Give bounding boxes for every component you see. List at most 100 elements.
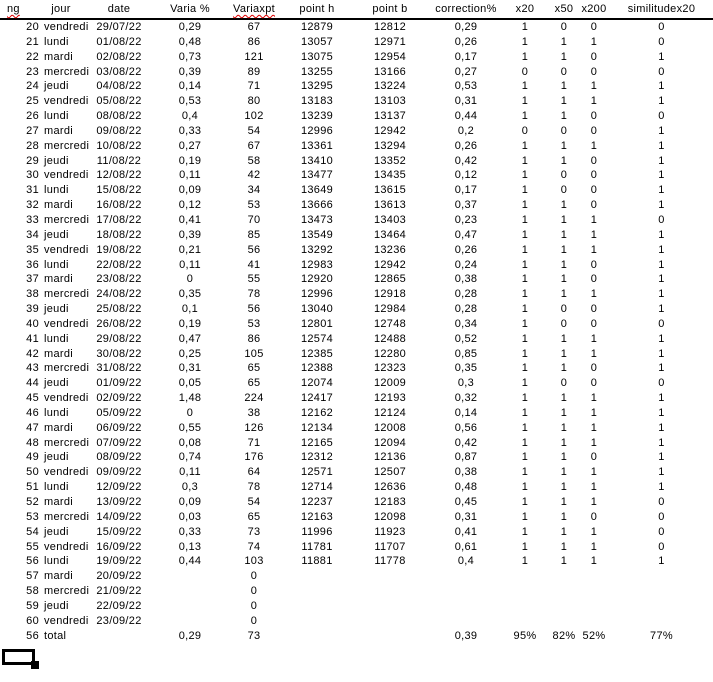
cell-correction[interactable]: 0,28 <box>454 303 478 316</box>
cell-correction[interactable] <box>432 599 500 614</box>
cell-variaxpt[interactable]: 42 <box>247 169 261 182</box>
cell-jour[interactable]: lundi <box>44 332 69 345</box>
cell-variaxpt[interactable]: 67 <box>247 21 261 33</box>
cell-x20[interactable]: 1 <box>521 228 529 241</box>
cell-jour[interactable]: mardi <box>44 273 74 286</box>
cell-x50[interactable]: 1 <box>560 199 568 212</box>
cell-date[interactable]: 14/09/22 <box>96 510 142 523</box>
cell-pointh[interactable]: 13549 <box>300 228 334 241</box>
column-header-x20[interactable]: x20 <box>500 0 550 20</box>
cell-varia[interactable]: 0,19 <box>178 317 202 330</box>
cell-x20[interactable]: 1 <box>521 466 529 479</box>
cell-pointb[interactable]: 12124 <box>373 406 407 419</box>
cell-date[interactable]: 19/08/22 <box>96 243 142 256</box>
cell-pointb[interactable] <box>348 629 432 644</box>
cell-x20[interactable] <box>500 584 550 599</box>
cell-varia[interactable]: 0,11 <box>179 466 201 479</box>
cell-varia[interactable] <box>158 569 222 584</box>
cell-varia[interactable]: 0,33 <box>178 124 202 137</box>
cell-pointb[interactable]: 12918 <box>373 288 407 301</box>
cell-simil[interactable]: 1 <box>658 362 665 375</box>
cell-x200[interactable]: 1 <box>590 406 598 419</box>
cell-x20[interactable]: 0 <box>521 124 529 137</box>
cell-date[interactable]: 08/08/22 <box>96 110 142 123</box>
cell-date[interactable]: 19/09/22 <box>96 555 142 568</box>
cell-correction[interactable]: 0,26 <box>454 243 478 256</box>
cell-simil[interactable] <box>610 569 713 584</box>
cell-ng[interactable]: 29 <box>26 154 39 167</box>
cell-pointb[interactable]: 12323 <box>373 362 407 375</box>
cell-pointb[interactable]: 12009 <box>373 377 407 390</box>
cell-jour[interactable]: mardi <box>44 124 74 137</box>
cell-variaxpt[interactable]: 54 <box>247 124 261 137</box>
cell-simil[interactable]: 1 <box>658 288 665 301</box>
cell-variaxpt[interactable]: 54 <box>247 496 261 508</box>
cell-varia[interactable] <box>158 584 222 599</box>
cell-pointb[interactable]: 13236 <box>373 243 407 256</box>
cell-pointb[interactable]: 11707 <box>374 540 406 553</box>
cell-varia[interactable]: 0,12 <box>178 199 202 212</box>
cell-jour[interactable]: total <box>44 629 67 642</box>
cell-pointh[interactable] <box>286 599 348 614</box>
cell-correction[interactable]: 0,24 <box>454 258 478 271</box>
cell-varia[interactable]: 0,35 <box>178 288 202 301</box>
cell-date[interactable]: 16/09/22 <box>96 540 142 553</box>
cell-x200[interactable]: 0 <box>590 377 598 390</box>
cell-x20[interactable] <box>500 569 550 584</box>
cell-jour[interactable]: mercredi <box>44 362 90 375</box>
cell-jour[interactable]: lundi <box>44 481 69 494</box>
cell-x20[interactable]: 1 <box>521 154 529 167</box>
cell-x20[interactable]: 1 <box>521 303 529 316</box>
cell-x50[interactable]: 1 <box>560 80 568 93</box>
cell-x50[interactable]: 1 <box>560 50 568 63</box>
cell-simil[interactable]: 1 <box>658 273 665 286</box>
cell-simil[interactable]: 0 <box>658 496 665 508</box>
cell-pointb[interactable] <box>348 614 432 629</box>
cell-pointb[interactable]: 13435 <box>373 169 407 182</box>
cell-correction[interactable]: 0,2 <box>457 124 475 137</box>
cell-pointb[interactable]: 11778 <box>374 555 406 568</box>
cell-x200[interactable]: 0 <box>590 65 598 78</box>
cell-correction[interactable]: 0,35 <box>454 362 478 375</box>
cell-simil[interactable]: 0 <box>658 377 665 390</box>
cell-simil[interactable]: 1 <box>658 50 665 63</box>
cell-pointh[interactable]: 12983 <box>300 258 334 271</box>
cell-pointh[interactable]: 11781 <box>301 540 333 553</box>
cell-correction[interactable]: 0,56 <box>454 421 478 434</box>
cell-x200[interactable]: 1 <box>590 555 598 568</box>
column-header-date[interactable]: date <box>80 0 158 20</box>
cell-correction[interactable]: 0,44 <box>454 110 478 123</box>
cell-pointh[interactable]: 13361 <box>300 139 334 152</box>
cell-ng[interactable]: 39 <box>26 303 39 316</box>
cell-ng[interactable]: 37 <box>26 273 39 286</box>
cell-pointb[interactable] <box>348 569 432 584</box>
cell-x200[interactable]: 1 <box>590 496 598 508</box>
cell-correction[interactable]: 0,26 <box>454 35 478 48</box>
cell-x20[interactable]: 1 <box>521 510 529 523</box>
cell-varia[interactable]: 0,47 <box>178 332 202 345</box>
cell-x200[interactable]: 0 <box>590 303 598 316</box>
cell-varia[interactable]: 0,27 <box>178 139 202 152</box>
cell-varia[interactable] <box>158 599 222 614</box>
cell-x50[interactable]: 0 <box>560 377 568 390</box>
cell-jour[interactable]: mercredi <box>44 288 90 301</box>
cell-x20[interactable]: 1 <box>521 421 529 434</box>
cell-simil[interactable]: 1 <box>658 421 665 434</box>
cell-x50[interactable]: 1 <box>560 347 568 360</box>
cell-correction[interactable] <box>432 569 500 584</box>
cell-simil[interactable]: 1 <box>658 154 665 167</box>
cell-x50[interactable]: 0 <box>560 65 568 78</box>
cell-x50[interactable]: 1 <box>560 139 568 152</box>
cell-pointh[interactable]: 12134 <box>300 421 334 434</box>
cell-pointh[interactable]: 12879 <box>300 21 334 33</box>
cell-correction[interactable]: 0,45 <box>454 496 478 508</box>
cell-pointb[interactable]: 13615 <box>373 184 407 197</box>
cell-x20[interactable]: 1 <box>521 436 529 449</box>
cell-x200[interactable]: 52% <box>582 629 606 642</box>
cell-jour[interactable]: jeudi <box>44 154 69 167</box>
column-header-x200[interactable]: x200 <box>578 0 610 20</box>
cell-x200[interactable]: 0 <box>590 169 598 182</box>
cell-date[interactable]: 16/08/22 <box>96 199 142 212</box>
cell-ng[interactable]: 50 <box>26 466 39 479</box>
cell-x50[interactable]: 1 <box>560 436 568 449</box>
